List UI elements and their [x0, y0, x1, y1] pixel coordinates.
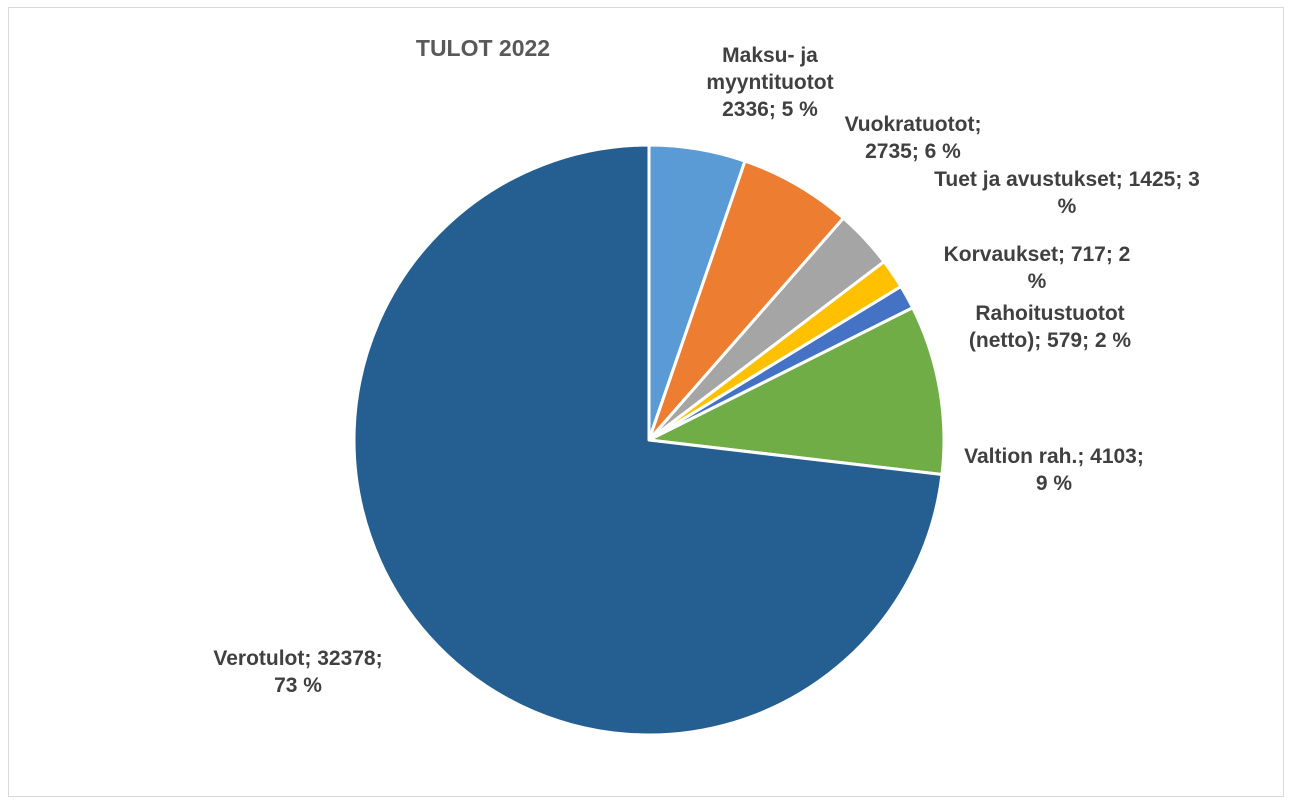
data-label-line: 2735; 6 % [865, 140, 961, 163]
data-label-line: 73 % [274, 674, 322, 697]
data-labels: Maksu- ja myyntituotot 2336; 5 % Vuokratuot… [213, 44, 1199, 697]
data-label-line: % [1058, 195, 1077, 218]
pie-slice-valtion-rah [647, 306, 946, 477]
data-label-line: 2336; 5 % [722, 98, 818, 121]
data-label-line: Rahoitustuotot [975, 302, 1124, 325]
pie-slices [352, 143, 946, 737]
pie-slice-verotulot [352, 143, 944, 737]
data-label-line: Maksu- ja [722, 44, 818, 67]
data-label-line: (netto); 579; 2 % [969, 329, 1132, 352]
data-label-line: % [1028, 270, 1047, 293]
data-label: Valtion rah.; 4103; 9 % [964, 445, 1144, 495]
data-label: Maksu- ja myyntituotot 2336; 5 % [706, 44, 833, 121]
data-label-line: 9 % [1036, 472, 1073, 495]
pie-slice-vuokratuotot [647, 159, 845, 442]
data-label-line: Verotulot; 32378; [213, 647, 382, 670]
data-label-line: Vuokratuotot; [845, 113, 982, 136]
data-label-line: Korvaukset; 717; 2 [944, 243, 1131, 266]
data-label: Korvaukset; 717; 2% [944, 243, 1131, 293]
data-label-line: myyntituotot [706, 71, 833, 94]
data-label: Vuokratuotot; 2735; 6 % [845, 113, 982, 163]
data-label-line: Tuet ja avustukset; 1425; 3 [934, 168, 1200, 191]
chart-title: TULOT 2022 [416, 35, 550, 61]
data-label-line: Valtion rah.; 4103; [964, 445, 1144, 468]
data-label: Rahoitustuotot (netto); 579; 2 % [969, 302, 1132, 352]
data-label: Tuet ja avustukset; 1425; 3% [934, 168, 1200, 218]
data-label: Verotulot; 32378; 73 % [213, 647, 382, 697]
